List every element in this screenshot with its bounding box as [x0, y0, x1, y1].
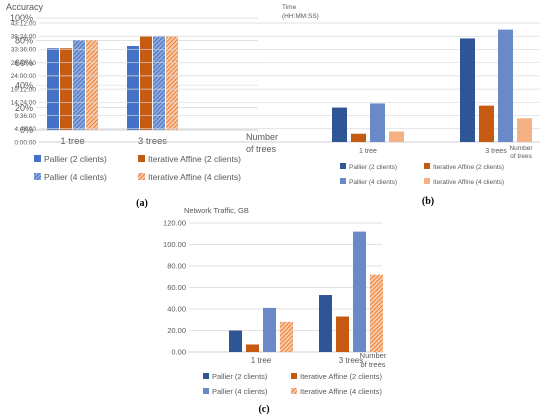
- y-tick-label: 0.00: [171, 348, 186, 357]
- legend-swatch: [138, 155, 145, 162]
- legend-swatch: [340, 163, 346, 169]
- y-tick-label: 80.00: [167, 262, 186, 271]
- legend-label: Pallier (4 clients): [349, 179, 397, 186]
- y-tick-label: 60.00: [167, 283, 186, 292]
- y-tick-label: 100.00: [163, 240, 186, 249]
- y-tick-label: 38:24:00: [11, 33, 37, 40]
- legend-swatch: [291, 373, 297, 379]
- bar: [229, 330, 242, 352]
- y-tick-label: 19:12:00: [11, 86, 37, 93]
- legend-swatch: [291, 388, 297, 394]
- legend-label: Iterative Affine (4 clients): [433, 179, 504, 186]
- x-axis-label-line2: of trees: [510, 153, 532, 160]
- x-tick-label: 3 trees: [138, 136, 167, 147]
- y-tick-label: 40.00: [167, 305, 186, 314]
- bar: [140, 35, 152, 130]
- figure-caption: (b): [422, 196, 434, 207]
- y-tick-label: 0%: [20, 125, 33, 135]
- legend-label: Pallier (2 clients): [44, 154, 107, 164]
- y-tick-label: 80%: [15, 36, 33, 46]
- x-tick-label: 3 trees: [485, 148, 507, 155]
- bar: [166, 35, 178, 130]
- bar: [389, 131, 404, 142]
- chart-title: Network Traffic, GB: [184, 206, 249, 215]
- network-traffic-chart: 0.00 20.00 40.00 60.00 80.00 100.00 120.00 Netw…: [163, 206, 387, 415]
- y-tick-label: 20%: [15, 103, 33, 113]
- accuracy-chart: 0% 20% 40% 60% 80% 100%Accuracy 1 tree 3 trees N…: [6, 2, 278, 209]
- legend-label: Pallier (2 clients): [349, 164, 397, 171]
- figure-caption: (a): [136, 198, 148, 209]
- legend-label: Iterative Affine (4 clients): [300, 387, 382, 396]
- y-tick-label: 100%: [10, 13, 33, 23]
- bar: [336, 316, 349, 352]
- bar: [319, 295, 332, 352]
- bar: [246, 344, 259, 352]
- x-tick-label: 3 trees: [339, 356, 363, 365]
- legend-label: Iterative Affine (2 clients): [300, 372, 382, 381]
- y-tick-label: 40%: [15, 80, 33, 90]
- legend-label: Pallier (4 clients): [44, 172, 107, 182]
- chart-title-unit: (HH:MM:SS): [282, 13, 319, 20]
- legend-swatch: [424, 178, 430, 184]
- y-tick-label: 14:24:00: [11, 100, 37, 107]
- y-tick-label: 24:00:00: [11, 73, 37, 80]
- bar: [353, 231, 366, 352]
- legend-swatch: [138, 173, 145, 180]
- bar: [517, 118, 532, 142]
- legend-swatch: [203, 388, 209, 394]
- y-tick-label: 43:12:00: [11, 20, 37, 27]
- y-tick-label: 4:48:00: [14, 126, 36, 133]
- y-tick-label: 60%: [15, 58, 33, 68]
- legend-label: Pallier (2 clients): [212, 372, 268, 381]
- bar: [332, 107, 347, 142]
- legend-label: Iterative Affine (4 clients): [148, 172, 241, 182]
- bar: [263, 307, 276, 352]
- legend-swatch: [340, 178, 346, 184]
- y-tick-label: 28:48:00: [11, 60, 37, 67]
- x-axis-label-line2: of trees: [360, 360, 385, 369]
- x-tick-label: 1 tree: [359, 148, 377, 155]
- legend-swatch: [424, 163, 430, 169]
- x-axis-label: Number: [360, 351, 387, 360]
- bar: [73, 40, 85, 130]
- bar: [370, 103, 385, 142]
- y-tick-label: 120.00: [163, 219, 186, 228]
- legend-label: Iterative Affine (2 clients): [433, 164, 504, 171]
- time-chart: 0:00:00 4:48:00 9:36:00 14:24:00 19:12:00 24:…: [11, 4, 540, 207]
- legend-swatch: [203, 373, 209, 379]
- legend-swatch: [34, 173, 41, 180]
- chart-title: Time: [282, 4, 297, 11]
- bar: [280, 321, 293, 352]
- x-tick-label: 1 tree: [251, 356, 272, 365]
- y-tick-label: 20.00: [167, 326, 186, 335]
- x-axis-label: Number: [509, 145, 533, 152]
- bar: [351, 133, 366, 142]
- bar: [370, 274, 383, 352]
- legend-swatch: [34, 155, 41, 162]
- legend-label: Iterative Affine (2 clients): [148, 154, 241, 164]
- chart-title: Accuracy: [6, 2, 44, 12]
- bar: [498, 29, 513, 142]
- y-tick-label: 0:00:00: [14, 139, 36, 146]
- bar: [153, 35, 165, 130]
- bar: [86, 40, 98, 130]
- x-axis-label-line2: of trees: [246, 144, 277, 154]
- x-axis-label: Number: [246, 132, 278, 142]
- bar: [479, 105, 494, 142]
- bar: [127, 46, 139, 130]
- y-tick-label: 9:36:00: [14, 113, 36, 120]
- figure-caption: (c): [258, 404, 269, 415]
- y-tick-label: 33:36:00: [11, 47, 37, 54]
- x-tick-label: 1 tree: [60, 136, 84, 147]
- legend-label: Pallier (4 clients): [212, 387, 268, 396]
- bar: [460, 38, 475, 142]
